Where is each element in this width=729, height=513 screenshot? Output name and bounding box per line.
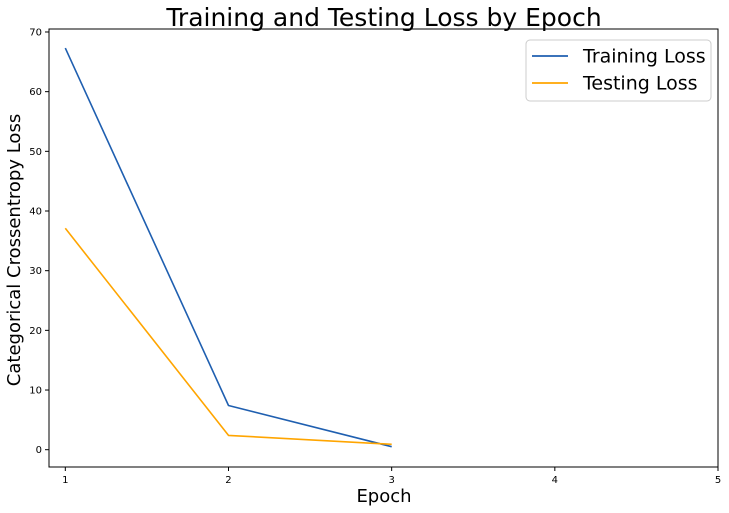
x-tick-label: 2	[225, 475, 231, 486]
y-tick-label: 70	[29, 27, 42, 38]
y-tick-label: 0	[36, 445, 42, 456]
legend-label-training-loss: Training Loss	[582, 46, 706, 68]
y-tick-label: 20	[29, 326, 42, 337]
chart-title: Training and Testing Loss by Epoch	[165, 3, 601, 32]
y-tick-label: 50	[29, 147, 42, 158]
x-tick-label: 3	[388, 475, 394, 486]
x-tick-label: 5	[715, 475, 721, 486]
x-axis-label: Epoch	[356, 486, 411, 507]
y-tick-label: 60	[29, 87, 42, 98]
legend: Training Loss Testing Loss	[525, 39, 712, 102]
legend-label-testing-loss: Testing Loss	[582, 73, 698, 95]
y-ticks: 0 10 20 30 40 50 60 70	[29, 27, 49, 456]
plot-frame	[48, 28, 719, 468]
series-line-testing-loss	[64, 227, 392, 446]
legend-box	[525, 39, 712, 102]
y-tick-label: 30	[29, 266, 42, 277]
series-lines	[64, 47, 392, 448]
x-ticks: 1 2 3 4 5	[62, 467, 721, 486]
y-tick-label: 10	[29, 386, 42, 397]
x-tick-label: 1	[62, 475, 68, 486]
y-tick-label: 40	[29, 207, 42, 218]
x-tick-label: 4	[552, 475, 558, 486]
series-line-training-loss	[64, 47, 392, 448]
y-axis-label: Categorical Crossentropy Loss	[4, 114, 25, 386]
